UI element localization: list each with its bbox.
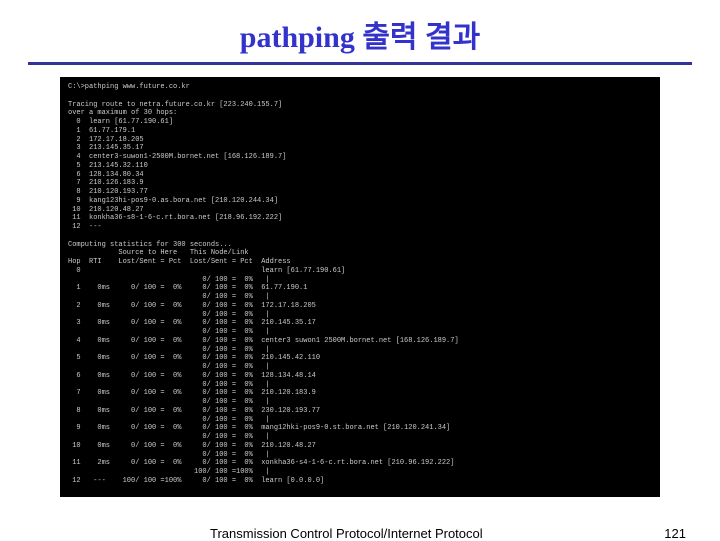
footer-text: Transmission Control Protocol/Internet P… <box>210 526 483 541</box>
slide-title: pathping 출력 결과 <box>0 0 720 62</box>
title-underline <box>28 62 692 65</box>
terminal-output: C:\>pathping www.future.co.kr Tracing ro… <box>60 77 660 497</box>
page-number: 121 <box>664 526 686 541</box>
